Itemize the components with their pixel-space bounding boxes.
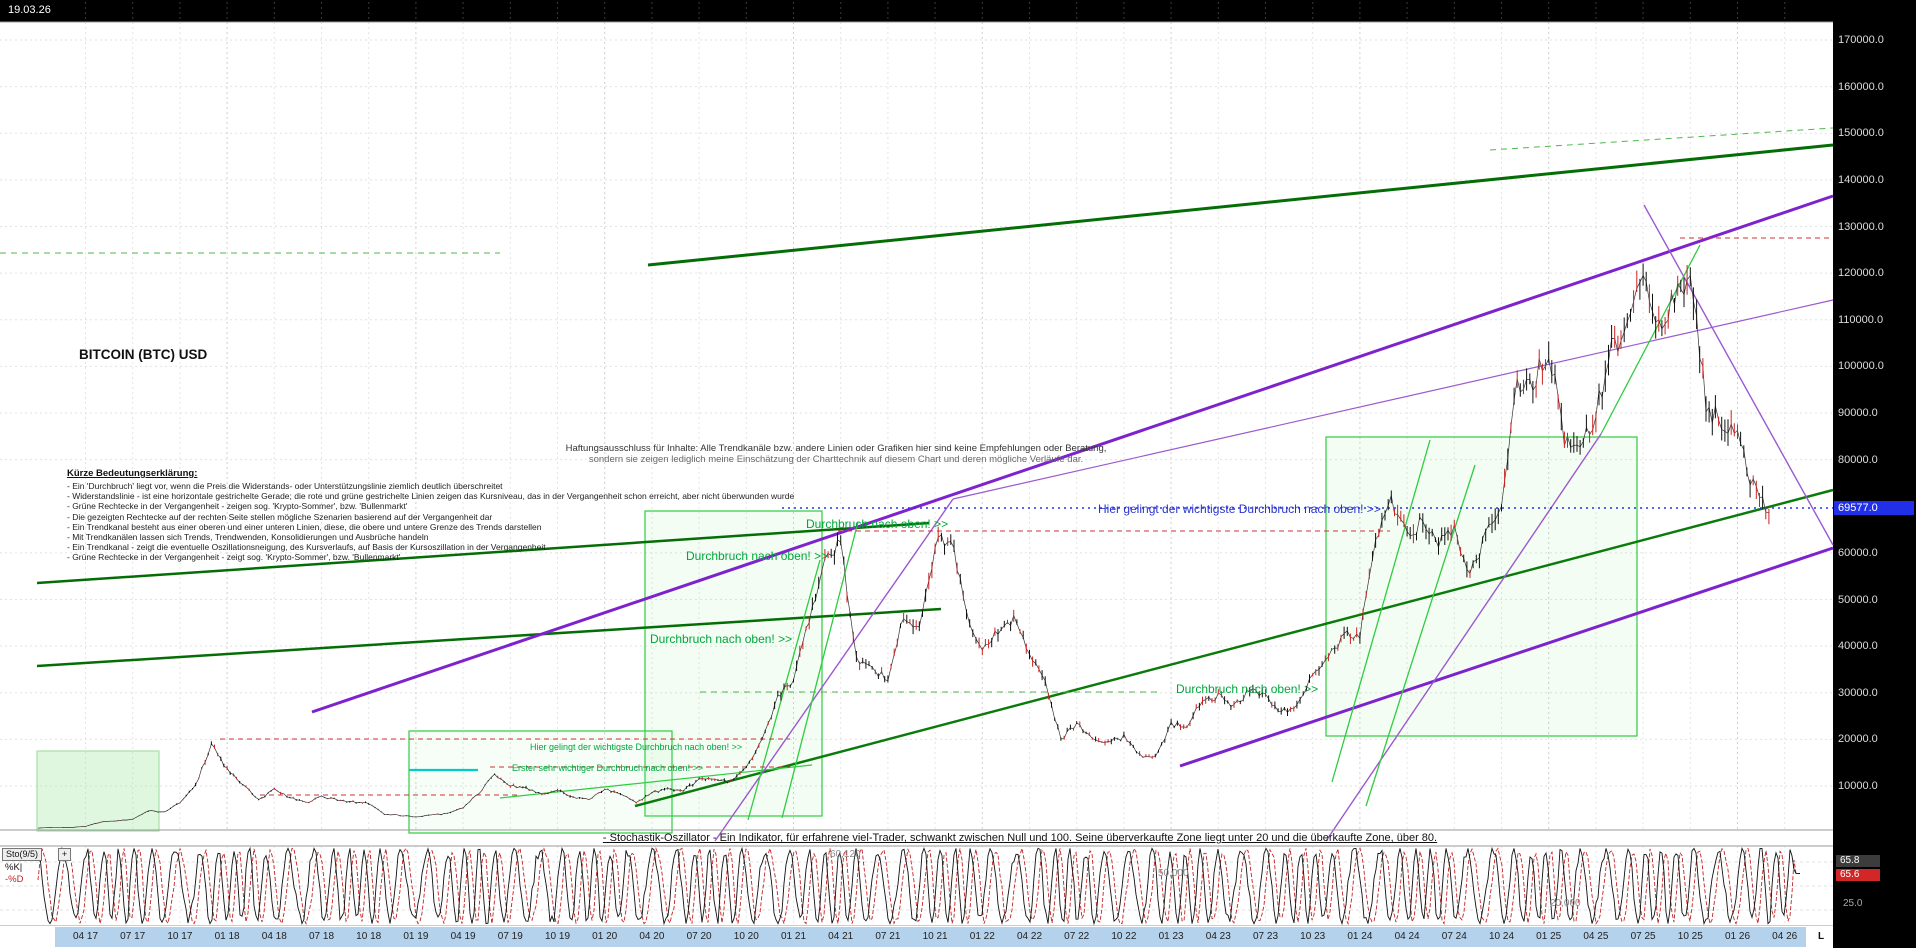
price-axis-label: 60000.0 <box>1838 547 1878 559</box>
date-axis-label: 10 19 <box>544 931 571 942</box>
date-axis-label: 07 17 <box>120 931 146 942</box>
breakout-annotation: Durchbruch nach oben! >> <box>806 517 949 531</box>
add-indicator-button[interactable]: + <box>58 848 71 861</box>
price-axis-label: 170000.0 <box>1838 34 1884 46</box>
range-button[interactable]: L <box>1818 931 1825 942</box>
date-axis-label: 01 23 <box>1158 931 1184 942</box>
stochastic-k-label: %K| <box>5 862 23 873</box>
price-axis-label: 30000.0 <box>1838 687 1878 699</box>
date-axis-label: 04 21 <box>828 931 854 942</box>
price-axis-label: 140000.0 <box>1838 174 1884 186</box>
legend-line: - Widerstandslinie - ist eine horizontal… <box>67 491 795 502</box>
date-axis-label: 07 24 <box>1441 931 1467 942</box>
oscillator-watermark: 20,000 <box>1550 898 1581 909</box>
date-axis-label: 04 22 <box>1016 931 1043 942</box>
date-axis-label: 07 19 <box>497 931 523 942</box>
oscillator-watermark: 50,000 <box>1158 868 1189 879</box>
stochastic-description: - Stochastik-Oszillator - Ein Indikator,… <box>602 832 1438 844</box>
price-axis-label: 120000.0 <box>1838 267 1884 279</box>
date-axis-label: 07 20 <box>686 931 712 942</box>
price-axis-label: 130000.0 <box>1838 221 1884 233</box>
date-axis-label: 01 22 <box>969 931 995 942</box>
breakout-annotation: Hier gelingt der wichtigste Durchbruch n… <box>530 742 743 752</box>
date-axis-label: 04 26 <box>1772 931 1798 942</box>
legend-line: - Grüne Rechtecke in der Vergangenheit -… <box>67 552 401 563</box>
date-axis-label: 10 18 <box>356 931 382 942</box>
price-axis-label: 110000.0 <box>1838 314 1884 326</box>
current-price-badge: 69577.0 <box>1834 501 1914 515</box>
date-axis-label: 04 25 <box>1583 931 1609 942</box>
date-axis-label: 01 19 <box>403 931 429 942</box>
disclaimer-line-1: Haftungsausschluss für Inhalte: Alle Tre… <box>565 443 1107 454</box>
legend-title: Kürze Bedeutungserklärung: <box>67 468 198 479</box>
date-axis-label: 04 17 <box>72 931 99 942</box>
date-axis-label: 07 21 <box>875 931 901 942</box>
price-axis-label: 100000.0 <box>1838 360 1884 372</box>
oscillator-watermark: 60,120 <box>830 849 861 860</box>
stochastic-d-label: -%D <box>5 874 24 885</box>
stochastic-settings-button[interactable]: Sto(9/5) <box>2 848 43 861</box>
date-axis-label: 07 23 <box>1252 931 1279 942</box>
timeline-selection[interactable] <box>55 927 1806 947</box>
breakout-annotation: Hier gelingt der wichtigste Durchbruch n… <box>1098 502 1381 516</box>
date-axis-label: 10 22 <box>1111 931 1137 942</box>
price-axis-label: 50000.0 <box>1838 594 1878 606</box>
legend-line: - Ein Trendkanal - zeigt die eventuelle … <box>67 542 546 553</box>
date-axis-label: 10 23 <box>1300 931 1326 942</box>
price-axis-label: 10000.0 <box>1838 780 1878 792</box>
oscillator-scale-label: 25.0 <box>1843 898 1863 909</box>
date-label: 19.03.26 <box>8 4 51 16</box>
price-axis-label: 90000.0 <box>1838 407 1878 419</box>
date-axis-label: 07 22 <box>1064 931 1090 942</box>
legend-line: - Mit Trendkanälen lassen sich Trends, T… <box>67 532 429 543</box>
price-axis-label: 150000.0 <box>1838 127 1884 139</box>
stochastic-k-value-badge: 65.8 <box>1836 855 1880 867</box>
price-axis-label: 20000.0 <box>1838 733 1878 745</box>
date-axis-label: 01 26 <box>1724 931 1751 942</box>
legend-line: - Grüne Rechtecke in der Vergangenheit -… <box>67 501 408 512</box>
breakout-annotation: Erster sehr wichtiger Durchbruch nach ob… <box>512 763 704 773</box>
date-axis-label: 01 21 <box>780 931 807 942</box>
date-axis-label: 04 18 <box>261 931 287 942</box>
legend-line: - Ein 'Durchbruch' liegt vor, wenn die P… <box>67 481 503 491</box>
price-axis-label: 40000.0 <box>1838 640 1878 652</box>
date-axis-label: 01 18 <box>214 931 240 942</box>
breakout-annotation: Durchbruch nach oben! >> <box>650 632 793 646</box>
date-axis-label: 04 19 <box>450 931 476 942</box>
date-axis-label: 10 17 <box>167 931 193 942</box>
date-axis-label: 01 20 <box>592 931 618 942</box>
stochastic-d-value-badge: 65.6 <box>1836 869 1880 881</box>
date-axis-label: 10 24 <box>1488 931 1515 942</box>
legend-line: - Die gezeigten Rechtecke auf der rechte… <box>67 511 493 522</box>
date-axis-label: 10 25 <box>1677 931 1703 942</box>
timeline-scrollbar[interactable]: 04 17 07 17 10 17 01 18 04 18 07 18 10 18 01 19… <box>0 926 1833 948</box>
legend-block: - Ein 'Durchbruch' liegt vor, wenn die P… <box>67 481 794 563</box>
date-axis-label: 01 25 <box>1536 931 1562 942</box>
breakout-annotation: Durchbruch nach oben! >> <box>686 549 829 563</box>
date-axis-label: 10 20 <box>733 931 759 942</box>
price-axis-label: 80000.0 <box>1838 454 1878 466</box>
date-axis-label: 04 20 <box>639 931 665 942</box>
date-axis-label: 04 23 <box>1205 931 1231 942</box>
date-axis-label: 04 24 <box>1394 931 1420 942</box>
legend-line: - Ein Trendkanal besteht aus einer obere… <box>67 521 542 532</box>
breakout-annotation: Durchbruch nach oben! >> <box>1176 682 1319 696</box>
chart-title: BITCOIN (BTC) USD <box>79 347 208 362</box>
disclaimer-line-2: sondern sie zeigen lediglich meine Einsc… <box>588 454 1084 465</box>
price-axis-label: 160000.0 <box>1838 81 1884 93</box>
date-axis-label: 10 21 <box>922 931 948 942</box>
date-axis-label: 01 24 <box>1347 931 1373 942</box>
date-axis-label: 07 25 <box>1630 931 1656 942</box>
date-axis-label: 07 18 <box>308 931 335 942</box>
disclaimer: Haftungsausschluss für Inhalte: Alle Tre… <box>556 443 1116 465</box>
